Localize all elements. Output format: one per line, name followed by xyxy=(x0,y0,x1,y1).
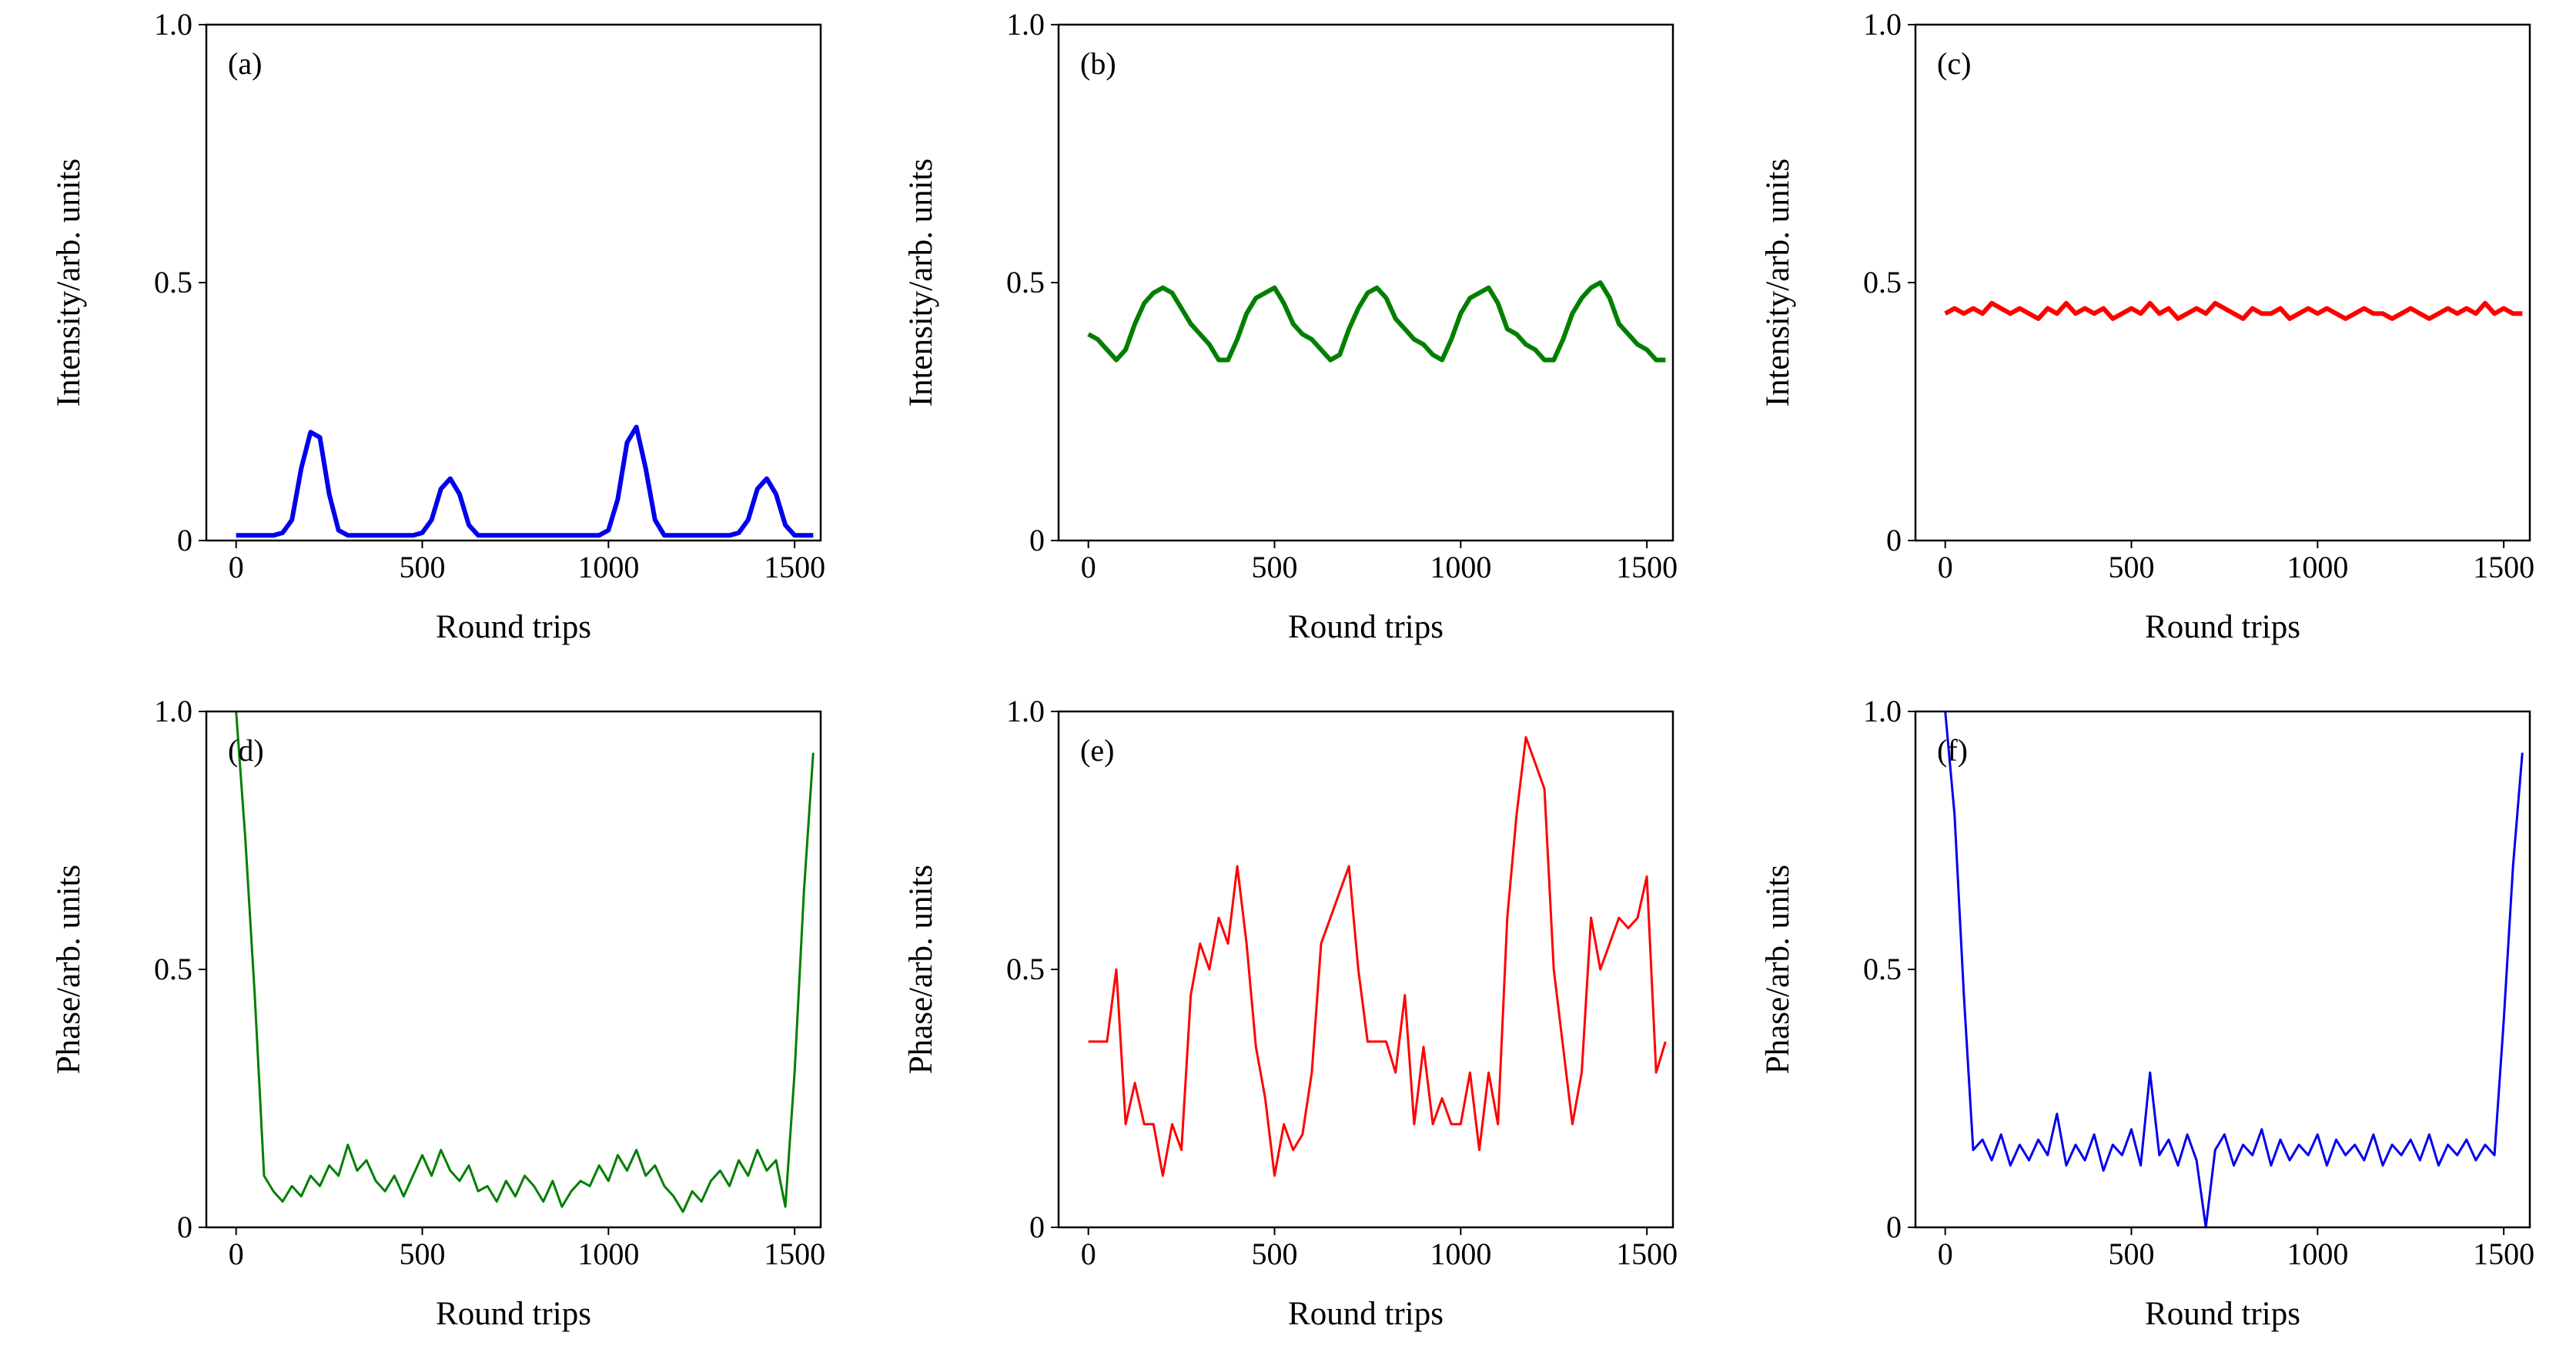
data-line xyxy=(1088,736,1667,1177)
x-tick-label: 0 xyxy=(1938,1237,1953,1271)
y-tick-label: 0 xyxy=(1886,1210,1902,1244)
y-tick-label: 0.5 xyxy=(1863,952,1902,986)
y-tick-label: 0.5 xyxy=(1863,265,1902,300)
x-tick-label: 500 xyxy=(2109,1237,2155,1271)
y-axis-label: Phase/arb. units xyxy=(903,865,939,1074)
axes-frame xyxy=(1057,710,1674,1229)
x-tick-label: 500 xyxy=(400,1237,446,1271)
x-axis-label: Round trips xyxy=(436,609,591,645)
x-axis-label: Round trips xyxy=(2145,609,2300,645)
axes-frame xyxy=(205,710,822,1229)
y-tick-label: 0.5 xyxy=(154,265,192,300)
data-line xyxy=(1087,280,1666,363)
y-tick-label: 1.0 xyxy=(1863,694,1902,728)
x-tick-label: 1000 xyxy=(1430,1237,1491,1271)
x-axis-label: Round trips xyxy=(1288,1296,1444,1332)
y-axis-label: Intensity/arb. units xyxy=(51,159,87,407)
x-tick-label: 0 xyxy=(1081,550,1096,584)
y-tick-label: 0 xyxy=(1886,523,1902,557)
x-tick-label: 1500 xyxy=(2473,1237,2534,1271)
x-tick-label: 0 xyxy=(1081,1237,1096,1271)
x-tick-label: 1500 xyxy=(1616,550,1678,584)
x-tick-label: 0 xyxy=(1938,550,1953,584)
panel-label: (a) xyxy=(228,46,262,81)
y-tick-label: 0 xyxy=(1029,1210,1045,1244)
y-tick-label: 0 xyxy=(177,1210,192,1244)
x-axis-label: Round trips xyxy=(2145,1296,2300,1332)
y-axis-label: Phase/arb. units xyxy=(51,865,87,1074)
panel-label: (e) xyxy=(1080,733,1114,768)
data-line xyxy=(235,711,815,1213)
x-tick-label: 1000 xyxy=(2287,1237,2348,1271)
x-tick-label: 0 xyxy=(229,1237,244,1271)
axes-frame xyxy=(1914,23,2531,542)
y-tick-label: 0 xyxy=(177,523,192,557)
y-axis-label: Intensity/arb. units xyxy=(1760,159,1796,407)
y-tick-label: 1.0 xyxy=(154,7,192,42)
x-axis-label: Round trips xyxy=(436,1296,591,1332)
axes-frame xyxy=(205,23,822,542)
y-axis-label: Intensity/arb. units xyxy=(903,159,939,407)
data-line xyxy=(236,424,814,538)
y-tick-label: 0.5 xyxy=(154,952,192,986)
panel-label: (c) xyxy=(1937,46,1971,81)
x-tick-label: 0 xyxy=(229,550,244,584)
x-tick-label: 1000 xyxy=(1430,550,1491,584)
x-tick-label: 1500 xyxy=(764,550,825,584)
y-tick-label: 0 xyxy=(1029,523,1045,557)
axes-frame xyxy=(1057,23,1674,542)
y-tick-label: 1.0 xyxy=(1006,694,1045,728)
x-axis-label: Round trips xyxy=(1288,609,1444,645)
x-tick-label: 500 xyxy=(1252,1237,1298,1271)
x-tick-label: 1000 xyxy=(577,550,639,584)
y-axis-label: Phase/arb. units xyxy=(1760,865,1796,1074)
x-tick-label: 1000 xyxy=(2287,550,2348,584)
x-tick-label: 1500 xyxy=(764,1237,825,1271)
axes-frame xyxy=(1914,710,2531,1229)
x-tick-label: 1500 xyxy=(1616,1237,1678,1271)
x-tick-label: 1500 xyxy=(2473,550,2534,584)
panel-label: (d) xyxy=(228,733,264,768)
x-tick-label: 500 xyxy=(2109,550,2155,584)
panel-label: (f) xyxy=(1937,733,1968,768)
data-line xyxy=(1944,711,2524,1229)
y-tick-label: 0.5 xyxy=(1006,265,1045,300)
x-tick-label: 1000 xyxy=(577,1237,639,1271)
y-tick-label: 1.0 xyxy=(1863,7,1902,42)
y-tick-label: 1.0 xyxy=(154,694,192,728)
y-tick-label: 0.5 xyxy=(1006,952,1045,986)
data-line xyxy=(1944,300,2523,321)
x-tick-label: 500 xyxy=(1252,550,1298,584)
y-tick-label: 1.0 xyxy=(1006,7,1045,42)
x-tick-label: 500 xyxy=(400,550,446,584)
panel-label: (b) xyxy=(1080,46,1116,81)
